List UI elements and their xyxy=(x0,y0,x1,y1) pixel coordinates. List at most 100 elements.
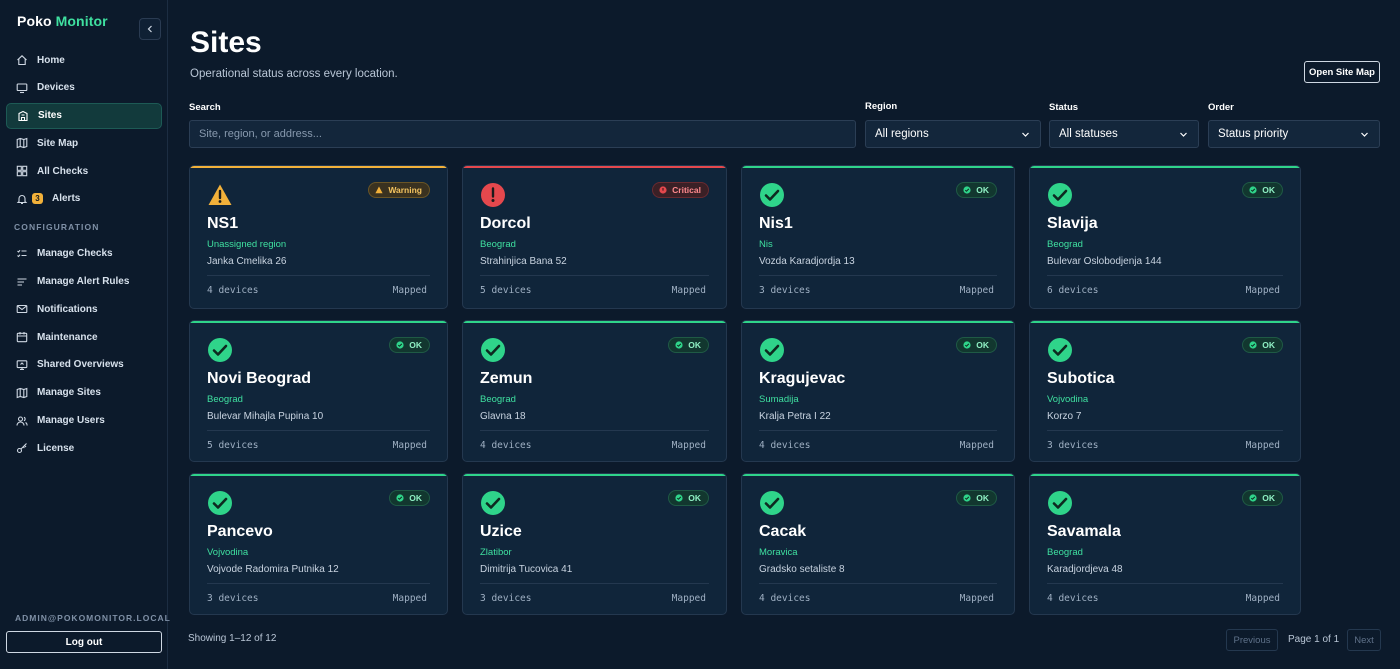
status-badge-label: Warning xyxy=(388,185,422,195)
map-icon xyxy=(15,386,28,399)
sidebar-item-manage-alert-rules[interactable]: Manage Alert Rules xyxy=(6,269,162,295)
device-count: 6 devices xyxy=(1047,285,1099,296)
sidebar-item-maintenance[interactable]: Maintenance xyxy=(6,324,162,350)
region-label: Region xyxy=(865,101,898,112)
sidebar-item-label: Devices xyxy=(37,82,75,94)
share-screen-icon xyxy=(15,358,28,371)
sidebar-item-devices[interactable]: Devices xyxy=(6,75,162,101)
site-card[interactable]: OK Kragujevac Sumadija Kralja Petra I 22 4 d… xyxy=(741,320,1015,462)
site-card[interactable]: OK Subotica Vojvodina Korzo 7 3 devices Mappe… xyxy=(1029,320,1301,462)
logout-button[interactable]: Log out xyxy=(6,631,162,653)
site-card[interactable]: OK Uzice Zlatibor Dimitrija Tucovica 41 3 de… xyxy=(462,473,727,615)
calendar-icon xyxy=(15,331,28,344)
site-card[interactable]: OK Savamala Beograd Karadjordjeva 48 4 devic… xyxy=(1029,473,1301,615)
users-icon xyxy=(15,414,28,427)
sidebar-item-shared-overviews[interactable]: Shared Overviews xyxy=(6,352,162,378)
card-divider xyxy=(480,275,709,276)
mapped-status: Mapped xyxy=(959,285,994,296)
status-select[interactable]: All statuses xyxy=(1049,120,1199,148)
site-address: Korzo 7 xyxy=(1047,411,1082,422)
status-badge: OK xyxy=(668,490,709,506)
device-count: 4 devices xyxy=(480,440,532,451)
sidebar-item-sites[interactable]: Sites xyxy=(6,102,162,129)
check-circle-icon xyxy=(1047,490,1073,516)
check-circle-icon xyxy=(207,490,233,516)
sidebar-item-alerts[interactable]: 3 Alerts xyxy=(6,186,162,212)
brand-logo[interactable]: Poko Monitor xyxy=(17,13,108,29)
sidebar: Poko Monitor Home Devices Sites Site Map … xyxy=(0,0,170,669)
site-region: Sumadija xyxy=(759,394,799,405)
sidebar-item-label: License xyxy=(37,442,75,454)
status-dot-icon xyxy=(963,494,971,502)
site-address: Karadjordjeva 48 xyxy=(1047,564,1123,575)
status-accent-line xyxy=(190,321,447,323)
check-circle-icon xyxy=(1047,337,1073,363)
status-accent-line xyxy=(463,166,726,168)
sidebar-item-home[interactable]: Home xyxy=(6,47,162,73)
site-name: Zemun xyxy=(480,370,533,387)
site-region: Moravica xyxy=(759,547,798,558)
region-select-value: All regions xyxy=(875,128,929,140)
search-input[interactable] xyxy=(189,120,856,148)
site-card[interactable]: OK Novi Beograd Beograd Bulevar Mihajla Pup… xyxy=(189,320,448,462)
site-card[interactable]: Warning NS1 Unassigned region Janka Cmelika… xyxy=(189,165,448,309)
previous-page-button[interactable]: Previous xyxy=(1226,629,1278,651)
site-card[interactable]: OK Cacak Moravica Gradsko setaliste 8 4 devi… xyxy=(741,473,1015,615)
sidebar-item-label: Maintenance xyxy=(37,331,98,343)
page-indicator: Page 1 of 1 xyxy=(1288,634,1340,645)
status-badge: OK xyxy=(1242,337,1283,353)
mapped-status: Mapped xyxy=(671,285,706,296)
site-name: Nis1 xyxy=(759,215,793,232)
status-badge: OK xyxy=(956,490,997,506)
sidebar-item-manage-users[interactable]: Manage Users xyxy=(6,408,162,434)
sidebar-item-site-map[interactable]: Site Map xyxy=(6,130,162,156)
site-region: Unassigned region xyxy=(207,239,287,250)
mapped-status: Mapped xyxy=(671,593,706,604)
status-dot-icon xyxy=(963,186,971,194)
site-name: Savamala xyxy=(1047,523,1121,540)
site-address: Vojvode Radomira Putnika 12 xyxy=(207,564,339,575)
site-card[interactable]: OK Zemun Beograd Glavna 18 4 devices Mapped xyxy=(462,320,727,462)
site-region: Zlatibor xyxy=(480,547,512,558)
collapse-sidebar-button[interactable] xyxy=(139,18,161,40)
sidebar-item-all-checks[interactable]: All Checks xyxy=(6,158,162,184)
monitor-icon xyxy=(15,81,28,94)
status-badge-label: OK xyxy=(688,340,701,350)
site-card[interactable]: OK Pancevo Vojvodina Vojvode Radomira Putni… xyxy=(189,473,448,615)
mapped-status: Mapped xyxy=(959,440,994,451)
mail-icon xyxy=(15,303,28,316)
mapped-status: Mapped xyxy=(1245,440,1280,451)
check-circle-icon xyxy=(759,182,785,208)
order-select[interactable]: Status priority xyxy=(1208,120,1380,148)
building-icon xyxy=(16,109,29,122)
sidebar-item-notifications[interactable]: Notifications xyxy=(6,296,162,322)
sidebar-item-license[interactable]: License xyxy=(6,435,162,461)
sidebar-item-label: All Checks xyxy=(37,165,89,177)
site-address: Bulevar Mihajla Pupina 10 xyxy=(207,411,324,422)
site-card[interactable]: OK Slavija Beograd Bulevar Oslobodjenja 144… xyxy=(1029,165,1301,309)
sidebar-item-manage-checks[interactable]: Manage Checks xyxy=(6,241,162,267)
card-divider xyxy=(480,583,709,584)
open-site-map-button[interactable]: Open Site Map xyxy=(1304,61,1380,83)
site-name: Slavija xyxy=(1047,215,1098,232)
status-badge-label: OK xyxy=(1262,340,1275,350)
chevron-left-icon xyxy=(147,25,152,33)
site-region: Beograd xyxy=(480,239,516,250)
region-select[interactable]: All regions xyxy=(865,120,1041,148)
showing-count: Showing 1–12 of 12 xyxy=(188,633,277,644)
sidebar-item-manage-sites[interactable]: Manage Sites xyxy=(6,380,162,406)
sidebar-nav: Home Devices Sites Site Map All Checks 3… xyxy=(6,47,162,463)
rules-icon xyxy=(15,275,28,288)
card-divider xyxy=(1047,430,1283,431)
mapped-status: Mapped xyxy=(1245,285,1280,296)
status-badge-label: OK xyxy=(976,185,989,195)
brand-name-part1: Poko xyxy=(17,13,52,29)
check-circle-icon xyxy=(1047,182,1073,208)
status-accent-line xyxy=(1030,166,1300,168)
site-card[interactable]: Critical Dorcol Beograd Strahinjica Bana 52… xyxy=(462,165,727,309)
status-dot-icon xyxy=(675,494,683,502)
next-page-button[interactable]: Next xyxy=(1347,629,1381,651)
site-address: Janka Cmelika 26 xyxy=(207,256,287,267)
status-accent-line xyxy=(1030,474,1300,476)
site-card[interactable]: OK Nis1 Nis Vozda Karadjordja 13 3 devices Ma… xyxy=(741,165,1015,309)
